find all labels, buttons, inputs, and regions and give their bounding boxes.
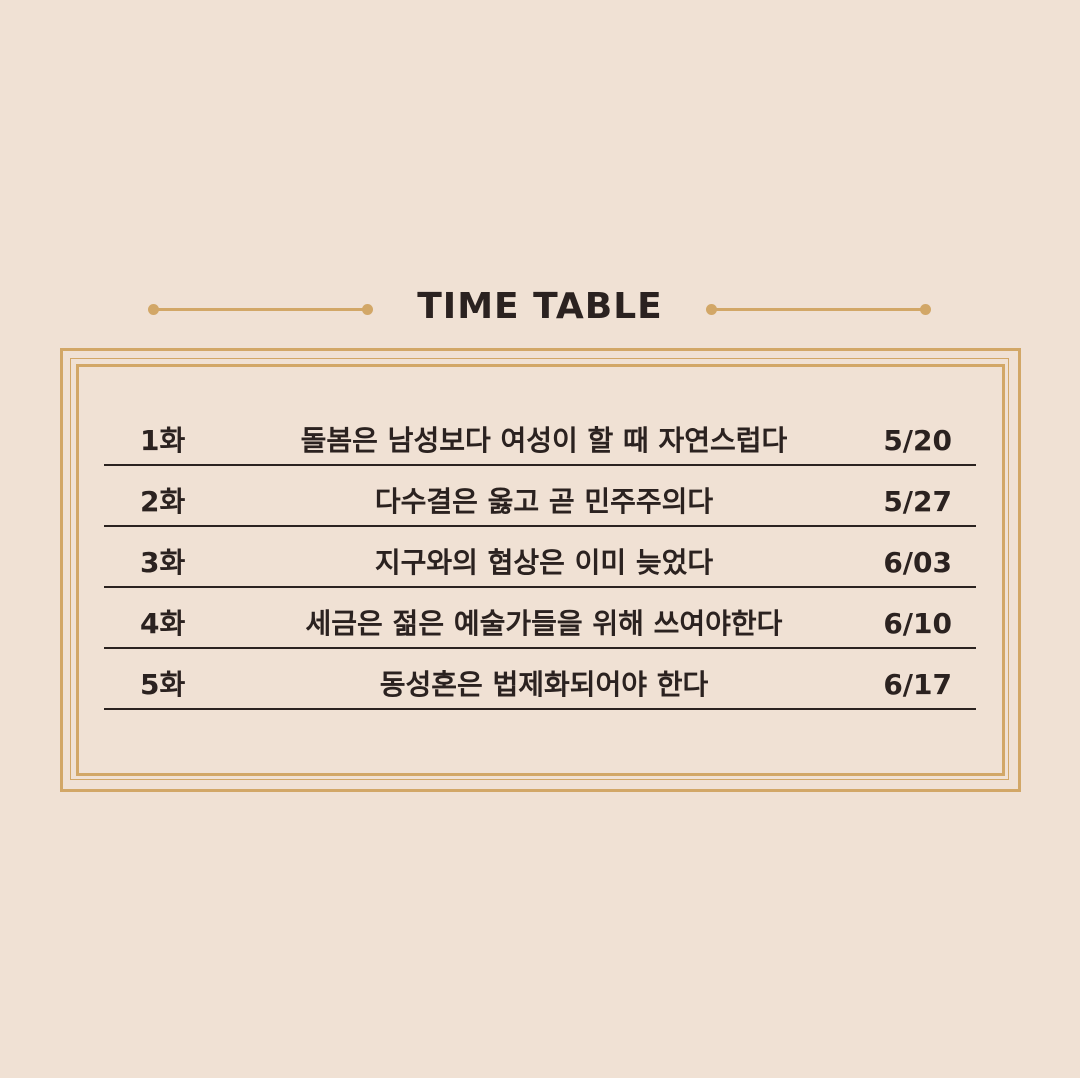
episode-topic: 지구와의 협상은 이미 늦었다 — [374, 546, 714, 579]
frame-outer-border — [60, 348, 1021, 792]
episode-topic: 돌봄은 남성보다 여성이 할 때 자연스럽다 — [300, 424, 788, 457]
episode-date: 6/03 — [883, 546, 952, 579]
ornament-dot — [706, 304, 717, 315]
episode-date: 5/20 — [883, 424, 952, 457]
episode-date: 5/27 — [883, 485, 952, 518]
episode-number: 2화 — [140, 485, 186, 518]
episode-topic: 세금은 젊은 예술가들을 위해 쓰여야한다 — [305, 607, 783, 640]
episode-date: 6/10 — [883, 607, 952, 640]
frame-inner-border — [76, 364, 1005, 776]
timetable-header: TIME TABLE — [0, 280, 1080, 340]
episode-date: 6/17 — [883, 668, 952, 701]
right-ornament-line — [712, 308, 926, 311]
episode-number: 5화 — [140, 668, 186, 701]
ornament-dot — [148, 304, 159, 315]
ornament-dot — [362, 304, 373, 315]
timetable: 1화 돌봄은 남성보다 여성이 할 때 자연스럽다 5/20 2화 다수결은 옳… — [104, 405, 976, 710]
episode-topic: 다수결은 옳고 곧 민주주의다 — [374, 485, 714, 518]
ornament-dot — [920, 304, 931, 315]
table-row: 5화 동성혼은 법제화되어야 한다 6/17 — [104, 649, 976, 710]
episode-number: 4화 — [140, 607, 186, 640]
episode-topic: 동성혼은 법제화되어야 한다 — [379, 668, 709, 701]
episode-number: 1화 — [140, 424, 186, 457]
episode-number: 3화 — [140, 546, 186, 579]
table-row: 3화 지구와의 협상은 이미 늦었다 6/03 — [104, 527, 976, 588]
table-row: 2화 다수결은 옳고 곧 민주주의다 5/27 — [104, 466, 976, 527]
table-row: 4화 세금은 젊은 예술가들을 위해 쓰여야한다 6/10 — [104, 588, 976, 649]
left-ornament-line — [154, 308, 368, 311]
page-title: TIME TABLE — [417, 286, 663, 327]
table-row: 1화 돌봄은 남성보다 여성이 할 때 자연스럽다 5/20 — [104, 405, 976, 466]
frame-middle-border — [70, 358, 1009, 780]
